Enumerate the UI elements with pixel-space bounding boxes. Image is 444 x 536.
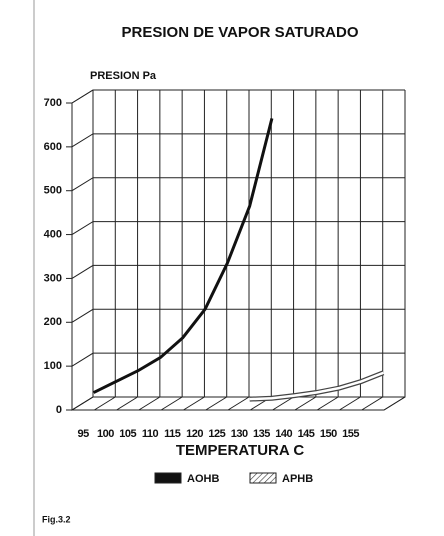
grid-line <box>71 264 405 279</box>
x-tick-label: 95 <box>78 428 90 440</box>
figure-label: Fig.3.2 <box>42 514 71 524</box>
grid-line <box>71 352 405 367</box>
floor-line <box>383 396 406 411</box>
floor-line <box>227 396 250 411</box>
y-tick-label: 700 <box>44 97 62 109</box>
x-tick-label: 110 <box>142 428 159 440</box>
series-line-inner <box>249 371 384 401</box>
legend: AOHB APHB <box>154 472 313 485</box>
x-tick-label: 155 <box>342 428 359 440</box>
series-line <box>249 370 385 402</box>
x-axis-label: TEMPERATURA C <box>176 442 304 459</box>
grid-line <box>71 89 405 104</box>
legend-swatch <box>249 472 277 484</box>
y-tick-label: 200 <box>44 316 62 328</box>
legend-label: AOHB <box>187 473 219 485</box>
y-tick-label: 100 <box>44 360 62 372</box>
y-axis-label: PRESION Pa <box>90 70 157 82</box>
y-tick-label: 0 <box>56 404 62 416</box>
x-tick-label: 145 <box>298 428 315 440</box>
floor-line <box>116 396 138 411</box>
y-tick-label: 400 <box>44 228 62 240</box>
grid-line <box>71 308 405 323</box>
y-tick-label: 500 <box>44 185 62 197</box>
floor-line <box>316 396 339 411</box>
y-tick-label: 300 <box>44 272 62 284</box>
floor-line <box>339 396 361 411</box>
series-line <box>92 118 274 394</box>
floor-line <box>94 396 116 411</box>
floor-line <box>294 396 317 411</box>
x-tick-label: 120 <box>186 428 203 440</box>
floor-line <box>361 396 383 411</box>
chart-title: PRESION DE VAPOR SATURADO <box>122 24 359 41</box>
x-tick-label: 135 <box>253 428 270 440</box>
floor-line <box>160 396 183 411</box>
x-tick-label: 100 <box>97 428 114 440</box>
floor-line <box>205 396 227 411</box>
x-tick-label: 140 <box>275 428 292 440</box>
grid-line <box>71 133 405 148</box>
floor-line <box>138 396 161 411</box>
grid-line <box>71 177 405 192</box>
legend-label: APHB <box>282 473 313 485</box>
grid-line <box>71 221 405 235</box>
x-tick-label: 125 <box>208 428 225 440</box>
x-tick-label: 105 <box>119 428 136 440</box>
x-tick-label: 115 <box>164 428 181 440</box>
x-tick-label: 130 <box>231 428 248 440</box>
floor-line <box>183 396 205 411</box>
left-wall <box>71 89 94 411</box>
x-tick-label: 150 <box>320 428 337 440</box>
y-tick-label: 600 <box>44 141 62 153</box>
floor-line <box>272 396 294 411</box>
legend-swatch <box>154 472 182 484</box>
